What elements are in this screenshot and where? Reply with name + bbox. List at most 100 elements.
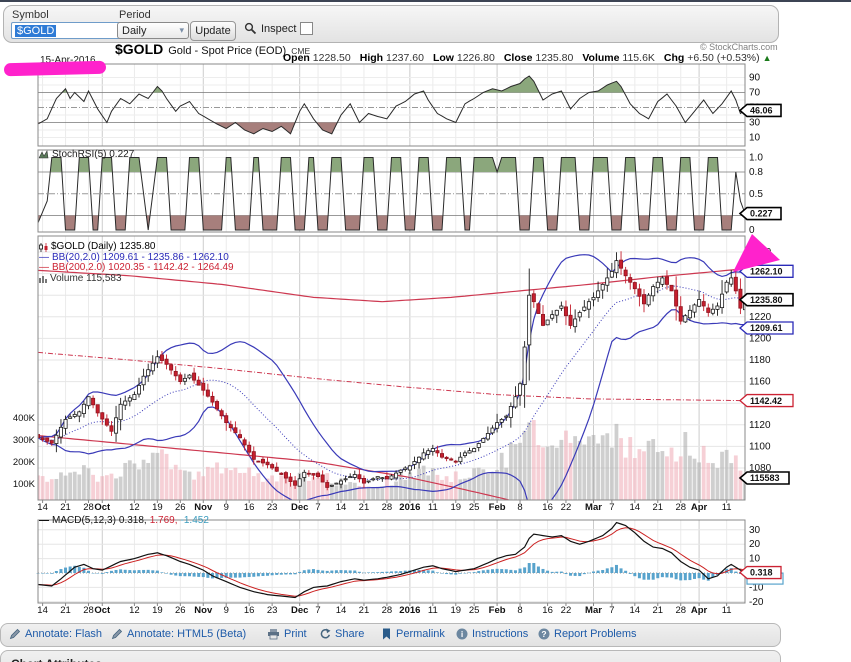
macd-name: MACD(5,12,3)	[52, 515, 116, 526]
svg-text:Feb: Feb	[489, 502, 506, 513]
svg-text:19: 19	[450, 605, 461, 616]
svg-text:7: 7	[609, 502, 614, 513]
annotation-toolbar: Annotate: Flash Annotate: HTML5 (Beta) P…	[0, 623, 781, 647]
bookmark-icon	[383, 628, 390, 640]
svg-text:Mar: Mar	[585, 605, 602, 616]
svg-text:1262.10: 1262.10	[750, 267, 783, 277]
macd-signal-value: 1.769,	[149, 515, 178, 526]
svg-text:21: 21	[359, 605, 370, 616]
svg-text:1120: 1120	[749, 420, 771, 431]
svg-text:7: 7	[315, 502, 320, 513]
svg-text:400K: 400K	[13, 413, 36, 424]
svg-text:10: 10	[749, 554, 761, 565]
svg-text:7: 7	[315, 605, 320, 616]
svg-text:8: 8	[517, 605, 522, 616]
svg-text:12: 12	[129, 502, 140, 513]
open-value: 1228.50	[312, 52, 351, 64]
svg-text:28: 28	[83, 605, 94, 616]
symbol-label: Symbol	[12, 9, 49, 21]
print-link[interactable]: Print	[267, 628, 307, 640]
macd-swatch: —	[39, 515, 49, 526]
share-link[interactable]: Share	[319, 628, 364, 640]
chart-attributes-bar: Chart Attributes	[0, 650, 781, 662]
svg-text:Oct: Oct	[94, 605, 111, 616]
inspect-checkbox[interactable]	[300, 22, 314, 35]
instrument-name: Gold - Spot Price (EOD)	[168, 45, 287, 57]
svg-text:12: 12	[129, 605, 140, 616]
svg-text:26: 26	[175, 502, 186, 513]
printer-icon	[268, 629, 279, 640]
volume-value: 115.6K	[622, 52, 655, 64]
period-select[interactable]: Daily ▾	[117, 22, 189, 39]
svg-text:0.8: 0.8	[749, 167, 763, 178]
main-legend: $GOLD (Daily) 1235.80 — BB(20,2.0) 1209.6…	[39, 241, 234, 284]
bb200-legend: BB(200,2.0) 1020.35 - 1142.42 - 1264.49	[52, 262, 234, 273]
svg-text:21: 21	[60, 502, 71, 513]
svg-text:8: 8	[517, 502, 522, 513]
macd-value: 0.318,	[118, 515, 147, 526]
svg-text:-10: -10	[749, 582, 764, 593]
exchange-label: CME	[291, 46, 311, 56]
svg-text:21: 21	[652, 502, 663, 513]
svg-text:30: 30	[749, 118, 761, 129]
svg-text:26: 26	[175, 605, 186, 616]
update-button[interactable]: Update	[190, 21, 236, 41]
svg-text:28: 28	[83, 502, 94, 513]
svg-text:22: 22	[561, 605, 572, 616]
copyright: © StockCharts.com	[700, 42, 778, 52]
svg-text:28: 28	[382, 605, 393, 616]
permalink-link[interactable]: Permalink	[381, 628, 445, 640]
svg-text:11: 11	[428, 605, 438, 616]
instructions-link[interactable]: i Instructions	[456, 628, 528, 640]
chart-title: $GOLD Gold - Spot Price (EOD) CME	[115, 41, 310, 57]
svg-text:0.5: 0.5	[749, 189, 763, 200]
svg-text:16: 16	[542, 502, 553, 513]
low-value: 1226.80	[456, 52, 495, 64]
svg-text:100K: 100K	[13, 479, 36, 490]
pencil-icon	[9, 628, 21, 640]
svg-text:14: 14	[630, 605, 641, 616]
up-arrow-icon: ▲	[762, 53, 772, 63]
report-problems-link[interactable]: ? Report Problems	[538, 628, 637, 640]
svg-text:0.318: 0.318	[750, 568, 773, 578]
svg-text:300K: 300K	[13, 435, 36, 446]
high-value: 1237.60	[385, 52, 424, 64]
bb200-swatch: —	[39, 262, 49, 273]
annotate-html5-link[interactable]: Annotate: HTML5 (Beta)	[111, 628, 246, 640]
top-divider	[0, 0, 851, 2]
change-value: +6.50 (+0.53%)	[687, 52, 760, 64]
svg-text:28: 28	[675, 502, 686, 513]
svg-text:28: 28	[675, 605, 686, 616]
svg-text:25: 25	[469, 605, 480, 616]
info-icon: i	[456, 628, 468, 640]
symbol-input[interactable]: $GOLD ×	[11, 22, 137, 39]
stochrsi-legend: StochRSI(5) 0.227	[39, 149, 134, 160]
bb20-legend: BB(20,2.0) 1209.61 - 1235.86 - 1262.10	[52, 251, 229, 263]
svg-text:Apr: Apr	[691, 502, 708, 513]
svg-text:14: 14	[336, 502, 347, 513]
svg-text:14: 14	[37, 605, 48, 616]
svg-text:1235.80: 1235.80	[750, 295, 783, 305]
highlight-annotation	[3, 60, 107, 77]
svg-text:1142.42: 1142.42	[750, 396, 782, 406]
svg-text:1160: 1160	[749, 377, 771, 388]
svg-text:Nov: Nov	[194, 605, 213, 616]
svg-text:1200: 1200	[749, 333, 772, 344]
candlestick-icon	[39, 242, 48, 252]
ticker-symbol: $GOLD	[115, 41, 164, 57]
question-icon: ?	[538, 628, 550, 640]
annotate-flash-link[interactable]: Annotate: Flash	[9, 628, 102, 640]
main-legend-title: $GOLD (Daily) 1235.80	[51, 241, 156, 252]
symbol-input-value: $GOLD	[15, 24, 57, 37]
svg-text:Oct: Oct	[94, 502, 111, 513]
macd-hist-value: -1.452	[180, 515, 209, 526]
chevron-down-icon: ▾	[179, 25, 184, 35]
svg-text:70: 70	[749, 88, 761, 99]
svg-text:19: 19	[152, 605, 163, 616]
svg-text:Dec: Dec	[291, 605, 308, 616]
svg-text:20: 20	[749, 539, 761, 550]
svg-text:0.227: 0.227	[750, 209, 773, 219]
svg-text:115583: 115583	[750, 473, 780, 483]
